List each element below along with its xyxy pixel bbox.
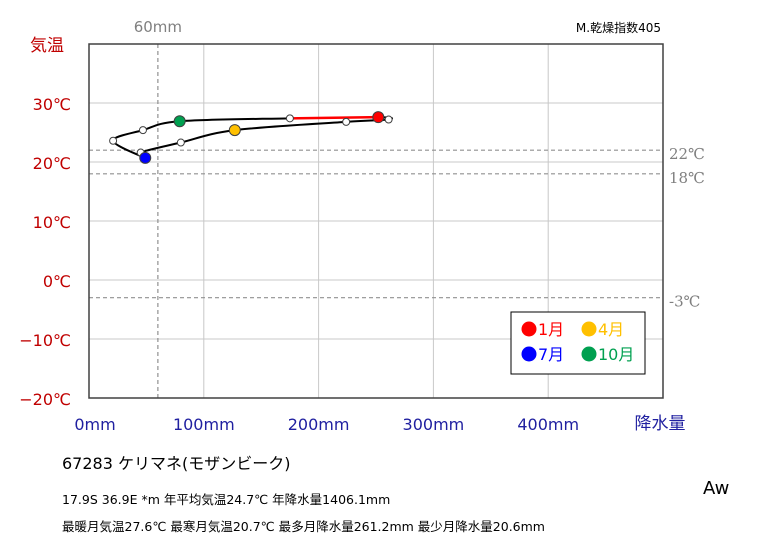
month-point-4: [228, 124, 241, 137]
x-tick-label: 100mm: [173, 415, 235, 434]
y-tick-label: 30℃: [33, 95, 71, 114]
legend-label-4: 4月: [598, 320, 624, 339]
plot-frame: [88, 43, 664, 399]
month-point-9: [138, 126, 147, 135]
climate-chart: 60mm 22℃ 18℃ -3℃ 30℃ 20℃ 10℃ 0℃ −10℃ −20℃ 気温 0mm 100…: [19, 18, 705, 434]
legend-marker-10: [581, 346, 597, 362]
legend-label-10: 10月: [598, 345, 634, 364]
station-summary-line-2: 最暖月気温27.6℃ 最寒月気温20.7℃ 最多月降水量261.2mm 最少月降…: [62, 519, 545, 534]
month-point-2: [384, 115, 393, 124]
x-tick-label: 400mm: [517, 415, 579, 434]
legend-box: [510, 311, 646, 375]
reference-label-temp: 18℃: [669, 169, 705, 187]
climate-class-label: Aw: [703, 478, 730, 499]
legend-label-1: 1月: [538, 320, 564, 339]
legend-marker-4: [581, 321, 597, 337]
aridity-index-label: M.乾燥指数405: [576, 20, 661, 35]
y-tick-label: −10℃: [19, 331, 71, 350]
month-point-1: [372, 111, 385, 124]
reference-label-precip: 60mm: [134, 18, 182, 36]
x-tick-label: 200mm: [288, 415, 350, 434]
legend-marker-1: [521, 321, 537, 337]
month-point-7: [139, 151, 152, 164]
y-tick-label: 0℃: [43, 272, 71, 291]
y-tick-label: −20℃: [19, 390, 71, 409]
x-tick-label: 300mm: [403, 415, 465, 434]
station-name: 67283 ケリマネ(モザンビーク): [62, 454, 291, 473]
dec-jan-segment: [289, 115, 379, 120]
y-axis-label: 気温: [30, 36, 64, 56]
legend-marker-7: [521, 346, 537, 362]
legend-label-7: 7月: [538, 345, 564, 364]
y-tick-label: 20℃: [33, 154, 71, 173]
y-tick-label: 10℃: [33, 213, 71, 232]
month-point-8: [109, 136, 118, 145]
month-point-5: [176, 138, 185, 147]
month-point-11: [285, 114, 294, 123]
station-summary-line-1: 17.9S 36.9E *m 年平均気温24.7℃ 年降水量1406.1mm: [62, 492, 391, 507]
x-tick-label: 0mm: [74, 415, 115, 434]
month-point-3: [342, 117, 351, 126]
reference-label-temp: -3℃: [669, 293, 700, 311]
month-point-10: [173, 115, 186, 128]
x-axis-label: 降水量: [635, 414, 686, 434]
reference-label-temp: 22℃: [669, 145, 705, 163]
